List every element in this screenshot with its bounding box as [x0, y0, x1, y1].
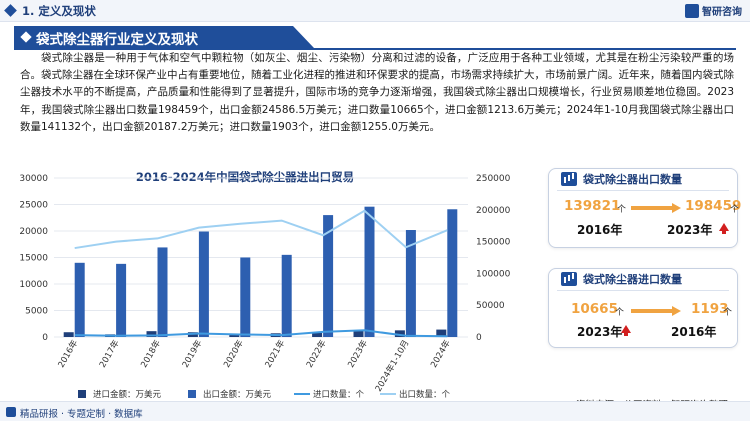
bar-import-amount [229, 333, 240, 337]
bar-export-amount [447, 209, 458, 337]
x-tick-label: 2023年 [346, 338, 371, 370]
export-left-unit: 个 [617, 205, 627, 215]
red-up-arrow-icon [719, 223, 729, 234]
x-tick-label: 2024年 [428, 338, 453, 370]
import-right-value: 1193 [691, 301, 729, 317]
export-left-year: 2016年 [577, 223, 623, 237]
y-right-tick-label: 150000 [476, 238, 511, 248]
legend-swatch [188, 390, 196, 398]
export-card-title: 袋式除尘器出口数量 [583, 173, 682, 186]
x-tick-label: 2018年 [139, 338, 164, 370]
export-left-value: 139821 [564, 198, 621, 214]
bar-export-amount [157, 247, 168, 337]
legend-swatch [78, 390, 86, 398]
legend-label: 出口金额：万美元 [203, 389, 272, 400]
import-card-header: 袋式除尘器进口数量 [549, 269, 737, 289]
y-right-tick-label: 0 [476, 333, 482, 343]
legend-label: 进口数量：个 [313, 389, 365, 400]
import-card-title: 袋式除尘器进口数量 [583, 273, 682, 286]
footer-text: 精品研报 · 专题定制 · 数据库 [20, 409, 143, 420]
export-right-unit: 个 [730, 205, 740, 215]
import-right-year: 2016年 [671, 325, 717, 339]
trend-arrow-icon [631, 203, 681, 213]
y-right-tick-label: 200000 [476, 206, 511, 216]
bar-export-amount [281, 254, 292, 337]
legend-label: 进口金额：万美元 [93, 389, 162, 400]
export-quantity-card: 袋式除尘器出口数量 139821 个 198459 个 2016年 2023年 [548, 168, 742, 248]
bar-chart-icon [561, 172, 577, 186]
export-right-year: 2023年 [667, 223, 713, 237]
y-left-tick-label: 5000 [25, 307, 48, 317]
y-left-tick-label: 20000 [19, 227, 48, 237]
import-quantity-card: 袋式除尘器进口数量 10665 个 1193 个 2023年 2016年 [548, 268, 738, 348]
bar-export-amount [116, 263, 127, 337]
x-tick-label: 2020年 [221, 338, 246, 370]
import-left-value: 10665 [571, 301, 618, 317]
footer-bar: 精品研报 · 专题定制 · 数据库 [0, 401, 750, 421]
bar-export-amount [405, 230, 416, 337]
x-tick-label: 2022年 [304, 338, 329, 370]
title-banner: 袋式除尘器行业定义及现状 [14, 26, 314, 48]
y-left-tick-label: 25000 [19, 201, 48, 211]
y-left-tick-label: 10000 [19, 280, 48, 290]
intro-paragraph: 袋式除尘器是一种用于气体和空气中颗粒物（如灰尘、烟尘、污染物）分离和过滤的设备，… [20, 52, 734, 133]
line-import-quantity [74, 329, 448, 338]
card-divider [557, 290, 729, 291]
bar-import-amount [436, 329, 447, 337]
legend-label: 出口数量：个 [399, 389, 451, 400]
y-left-tick-label: 30000 [19, 174, 48, 184]
bar-export-amount [323, 215, 334, 337]
x-tick-label: 2021年 [263, 338, 288, 370]
y-right-tick-label: 50000 [476, 301, 505, 311]
y-left-tick-label: 0 [42, 333, 48, 343]
red-up-arrow-icon [621, 325, 631, 336]
import-left-year: 2023年 [577, 325, 623, 339]
trend-arrow-icon [631, 306, 681, 316]
bar-export-amount [364, 206, 375, 337]
footer-logo-icon [6, 407, 16, 417]
bar-chart-icon [561, 272, 577, 286]
brand-logo-icon [685, 3, 699, 18]
x-tick-label: 2016年 [56, 338, 81, 370]
page-title: 袋式除尘器行业定义及现状 [36, 32, 198, 48]
bar-import-amount [63, 332, 74, 337]
section-title: 1. 定义及现状 [22, 4, 96, 18]
brand-logo-text: 智研咨询 [702, 7, 742, 18]
import-left-unit: 个 [615, 308, 625, 318]
x-tick-label: 2024年1-10月 [373, 338, 411, 394]
bar-import-amount [353, 330, 364, 337]
line-export-quantity [74, 209, 448, 250]
x-tick-label: 2019年 [180, 338, 205, 370]
brand-logo: 智研咨询 [685, 3, 742, 18]
export-right-value: 198459 [685, 198, 742, 214]
bar-import-amount [394, 330, 405, 337]
bar-import-amount [312, 332, 323, 337]
y-right-tick-label: 250000 [476, 174, 511, 184]
chart-title: 2016-2024年中国袋式除尘器进出口贸易 [135, 170, 355, 184]
bar-import-amount [146, 331, 157, 337]
bar-export-amount [74, 262, 85, 337]
export-card-header: 袋式除尘器出口数量 [549, 169, 737, 189]
bar-export-amount [198, 231, 209, 337]
section-bar: 1. 定义及现状 智研咨询 [0, 0, 750, 22]
title-divider [14, 48, 736, 50]
x-tick-label: 2017年 [97, 338, 122, 370]
bar-export-amount [240, 257, 251, 337]
y-right-tick-label: 100000 [476, 269, 511, 279]
card-divider [557, 190, 729, 191]
import-right-unit: 个 [723, 308, 733, 318]
y-left-tick-label: 15000 [19, 254, 48, 264]
